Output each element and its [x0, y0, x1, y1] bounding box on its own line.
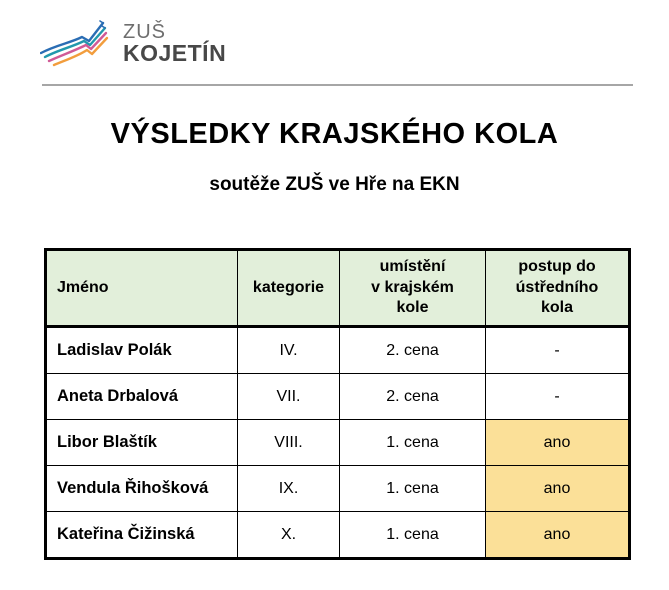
- header-jmeno: Jméno: [45, 249, 238, 328]
- zus-waves-logo-icon: [40, 20, 109, 67]
- table-header-row: Jméno kategorie umístění v krajském kole…: [45, 249, 630, 328]
- logo-line-kojetin: KOJETÍN: [123, 40, 227, 67]
- cell-advance: -: [485, 373, 630, 420]
- cell-name: Aneta Drbalová: [45, 373, 238, 420]
- cell-placement: 2. cena: [339, 373, 486, 420]
- cell-placement: 1. cena: [339, 465, 486, 512]
- page-title: VÝSLEDKY KRAJSKÉHO KOLA: [110, 118, 559, 150]
- cell-category: VIII.: [237, 419, 340, 466]
- cell-advance: ano: [485, 465, 630, 512]
- cell-name: Vendula Řihošková: [45, 465, 238, 512]
- header-umisteni: umístění v krajském kole: [339, 249, 486, 328]
- logo-text: ZUŠ KOJETÍN: [123, 20, 226, 67]
- header-kategorie: kategorie: [237, 249, 340, 328]
- cell-category: IV.: [237, 326, 340, 374]
- cell-name: Kateřina Čižinská: [45, 511, 238, 559]
- header-divider: [42, 84, 633, 86]
- page-subtitle: soutěže ZUŠ ve Hře na EKN: [209, 174, 460, 195]
- results-table: Jméno kategorie umístění v krajském kole…: [44, 248, 631, 560]
- cell-advance: ano: [485, 419, 630, 466]
- logo-line-zus: ZUŠ: [123, 20, 166, 43]
- school-logo: ZUŠ KOJETÍN: [40, 16, 226, 70]
- cell-placement: 1. cena: [339, 419, 486, 466]
- cell-category: VII.: [237, 373, 340, 420]
- table-row: Kateřina Čižinská X. 1. cena ano: [45, 511, 630, 559]
- cell-advance: ano: [485, 511, 630, 559]
- header-postup: postup do ústředního kola: [485, 249, 630, 328]
- cell-placement: 1. cena: [339, 511, 486, 559]
- cell-advance: -: [485, 326, 630, 374]
- cell-category: X.: [237, 511, 340, 559]
- cell-placement: 2. cena: [339, 326, 486, 374]
- table-row: Vendula Řihošková IX. 1. cena ano: [45, 465, 630, 512]
- cell-name: Ladislav Polák: [45, 326, 238, 374]
- table-row: Libor Blaštík VIII. 1. cena ano: [45, 419, 630, 466]
- cell-name: Libor Blaštík: [45, 419, 238, 466]
- cell-category: IX.: [237, 465, 340, 512]
- table-row: Aneta Drbalová VII. 2. cena -: [45, 373, 630, 420]
- table-row: Ladislav Polák IV. 2. cena -: [45, 326, 630, 374]
